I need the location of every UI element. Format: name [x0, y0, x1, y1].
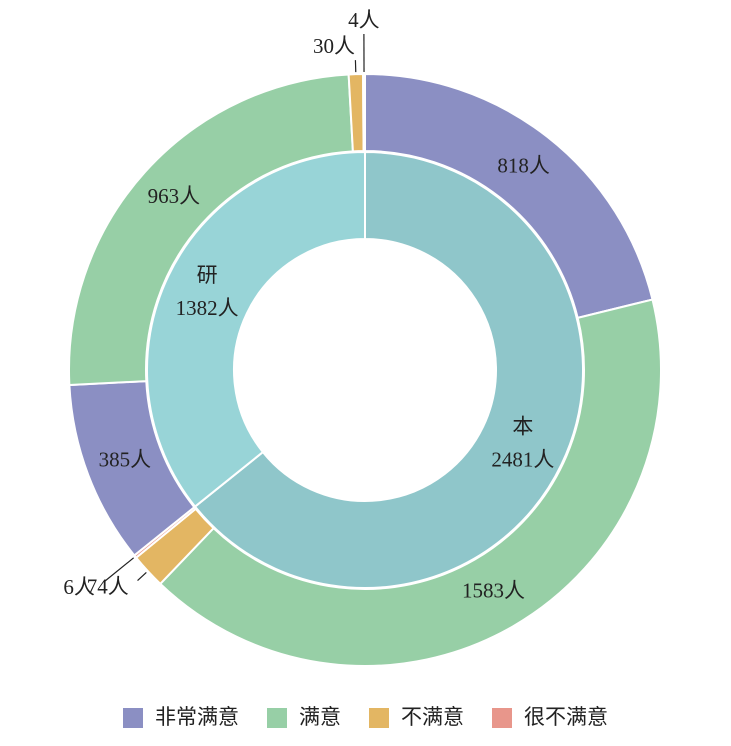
leader-line	[103, 557, 135, 583]
value-label: 4人	[348, 8, 380, 32]
leader-line	[137, 572, 147, 582]
value-label: 30人	[313, 34, 355, 58]
category-label: 本	[512, 414, 533, 438]
value-label: 963人	[148, 184, 201, 208]
legend-label: 很不满意	[524, 705, 608, 729]
value-label: 385人	[99, 447, 152, 471]
legend-swatch	[492, 708, 512, 728]
outer-segment	[362, 72, 366, 153]
value-label: 1382人	[176, 296, 239, 320]
outer-segment	[158, 298, 662, 667]
value-label: 6人	[63, 575, 95, 599]
legend-label: 不满意	[401, 705, 464, 729]
legend-label: 非常满意	[155, 705, 239, 729]
category-label: 研	[197, 263, 218, 287]
legend-label: 满意	[299, 705, 341, 729]
legend-swatch	[267, 708, 287, 728]
inner-segment	[193, 150, 584, 589]
value-label: 2481人	[491, 447, 554, 471]
legend-swatch	[369, 708, 389, 728]
value-label: 1583人	[462, 578, 525, 602]
legend-swatch	[123, 708, 143, 728]
inner-segment	[146, 150, 366, 508]
outer-segment	[68, 73, 354, 387]
value-label: 818人	[497, 154, 550, 178]
